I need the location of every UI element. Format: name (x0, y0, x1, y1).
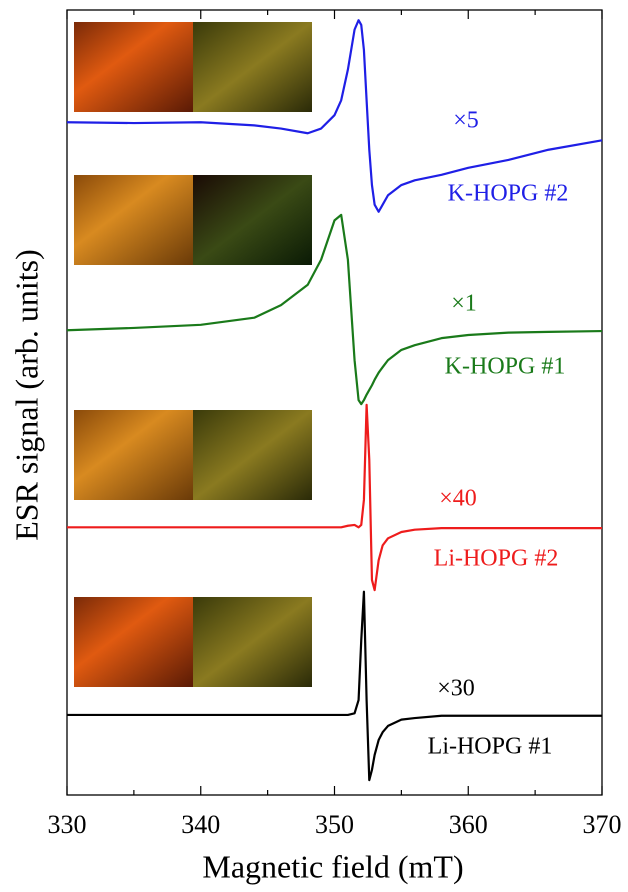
photo (193, 22, 312, 112)
chart: Magnetic field (mT) ESR signal (arb. uni… (0, 0, 628, 892)
multiplier-label: ×40 (439, 486, 477, 512)
photo (193, 597, 312, 687)
multiplier-label: ×5 (453, 108, 479, 134)
x-tick-label: 370 (583, 810, 622, 839)
x-axis-label: Magnetic field (mT) (202, 848, 463, 884)
x-tick-label: 360 (449, 810, 488, 839)
series-label: K-HOPG #2 (448, 181, 569, 207)
multiplier-label: ×1 (451, 291, 477, 317)
photo (193, 410, 312, 500)
page: {"chart_data": { "type": "line", "x_labe… (0, 0, 628, 892)
x-tick-label: 340 (181, 810, 220, 839)
x-tick-label: 350 (315, 810, 354, 839)
series-label: K-HOPG #1 (445, 354, 566, 380)
x-tick-label: 330 (48, 810, 87, 839)
series-label: Li-HOPG #1 (428, 734, 553, 760)
photo (193, 175, 312, 265)
series-label: Li-HOPG #2 (434, 546, 559, 572)
photo (74, 597, 193, 687)
multiplier-label: ×30 (437, 676, 475, 702)
photo (74, 175, 193, 265)
y-axis-label: ESR signal (arb. units) (8, 249, 44, 541)
photo (74, 410, 193, 500)
photo (74, 22, 193, 112)
